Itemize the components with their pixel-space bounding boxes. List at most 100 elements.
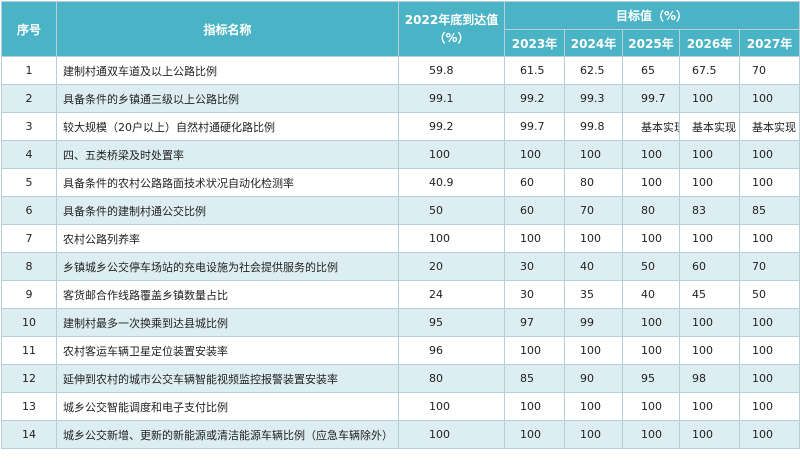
table-row: 10 建制村最多一次换乘到达县城比例 95 97 99 100 100 100 xyxy=(1,308,800,337)
cell-base-value: 96 xyxy=(398,336,505,365)
cell-target-value: 100 xyxy=(564,420,623,449)
cell-target-value: 100 xyxy=(679,308,740,337)
cell-indicator-name: 乡镇城乡公交停车场站的充电设施为社会提供服务的比例 xyxy=(56,252,399,281)
cell-target-value: 60 xyxy=(504,196,565,225)
cell-target-value: 100 xyxy=(622,308,680,337)
cell-target-value: 85 xyxy=(738,196,800,225)
cell-target-value: 100 xyxy=(738,84,800,113)
cell-target-value: 98 xyxy=(679,364,740,393)
cell-no: 14 xyxy=(1,420,57,449)
cell-no: 9 xyxy=(1,280,57,309)
cell-target-value: 100 xyxy=(738,224,800,253)
cell-no: 13 xyxy=(1,392,57,421)
cell-target-value: 85 xyxy=(504,364,565,393)
cell-target-value: 100 xyxy=(679,224,740,253)
cell-target-value: 90 xyxy=(564,364,623,393)
cell-target-value: 100 xyxy=(738,336,800,365)
cell-target-value: 基本实现 xyxy=(679,112,740,141)
cell-indicator-name: 建制村通双车道及以上公路比例 xyxy=(56,56,399,85)
cell-no: 12 xyxy=(1,364,57,393)
col-header-no: 序号 xyxy=(1,1,57,57)
cell-target-value: 100 xyxy=(504,336,565,365)
col-header-year: 2024年 xyxy=(564,29,623,57)
table-row: 13 城乡公交智能调度和电子支付比例 100 100 100 100 100 100 xyxy=(1,392,800,421)
cell-base-value: 100 xyxy=(398,140,505,169)
cell-target-value: 83 xyxy=(679,196,740,225)
cell-target-value: 100 xyxy=(738,364,800,393)
table-row: 14 城乡公交新增、更新的新能源或清洁能源车辆比例（应急车辆除外） 100 100 10… xyxy=(1,420,800,449)
cell-target-value: 100 xyxy=(504,140,565,169)
col-header-year: 2025年 xyxy=(622,29,680,57)
cell-target-value: 99 xyxy=(564,308,623,337)
cell-base-value: 50 xyxy=(398,196,505,225)
table-body: 1 建制村通双车道及以上公路比例 59.8 61.5 62.5 65 67.5 70 2 具备条件… xyxy=(1,56,800,449)
cell-target-value: 95 xyxy=(622,364,680,393)
cell-target-value: 100 xyxy=(622,140,680,169)
cell-target-value: 61.5 xyxy=(504,56,565,85)
cell-target-value: 60 xyxy=(504,168,565,197)
cell-target-value: 40 xyxy=(622,280,680,309)
cell-indicator-name: 建制村最多一次换乘到达县城比例 xyxy=(56,308,399,337)
cell-target-value: 100 xyxy=(738,308,800,337)
cell-target-value: 100 xyxy=(564,224,623,253)
cell-target-value: 100 xyxy=(679,392,740,421)
cell-indicator-name: 客货邮合作线路覆盖乡镇数量占比 xyxy=(56,280,399,309)
table-header: 序号 指标名称 2022年底到达值 （%） 目标值（%） 2023年 2024年… xyxy=(1,1,800,57)
cell-target-value: 40 xyxy=(564,252,623,281)
cell-target-value: 100 xyxy=(564,392,623,421)
table-row: 2 具备条件的乡镇通三级以上公路比例 99.1 99.2 99.3 99.7 100 100 xyxy=(1,84,800,113)
col-header-base-line1: 2022年底到达值 xyxy=(404,13,499,27)
cell-target-value: 70 xyxy=(738,252,800,281)
cell-target-value: 100 xyxy=(622,420,680,449)
cell-target-value: 30 xyxy=(504,280,565,309)
table-row: 3较大规模（20户以上）自然村通硬化路比例99.299.799.8基本实现基本实… xyxy=(1,112,800,141)
col-header-year: 2027年 xyxy=(738,29,800,57)
cell-target-value: 70 xyxy=(738,56,800,85)
cell-target-value: 100 xyxy=(679,140,740,169)
cell-target-value: 60 xyxy=(679,252,740,281)
cell-target-value: 基本实现 xyxy=(738,112,800,141)
cell-target-value: 50 xyxy=(738,280,800,309)
table-row: 8 乡镇城乡公交停车场站的充电设施为社会提供服务的比例 20 30 40 50 60 70 xyxy=(1,252,800,281)
cell-no: 1 xyxy=(1,56,57,85)
cell-indicator-name: 四、五类桥梁及时处置率 xyxy=(56,140,399,169)
cell-base-value: 100 xyxy=(398,224,505,253)
cell-target-value: 100 xyxy=(622,392,680,421)
cell-no: 8 xyxy=(1,252,57,281)
col-header-base-line2: （%） xyxy=(433,31,470,45)
cell-target-value: 50 xyxy=(622,252,680,281)
cell-target-value: 100 xyxy=(679,420,740,449)
cell-target-value: 100 xyxy=(504,420,565,449)
col-header-year: 2026年 xyxy=(679,29,740,57)
cell-target-value: 100 xyxy=(738,392,800,421)
cell-base-value: 24 xyxy=(398,280,505,309)
table-row: 9 客货邮合作线路覆盖乡镇数量占比 24 30 35 40 45 50 xyxy=(1,280,800,309)
table-row: 5 具备条件的农村公路路面技术状况自动化检测率 40.9 60 80 100 100 100 xyxy=(1,168,800,197)
cell-target-value: 67.5 xyxy=(679,56,740,85)
cell-base-value: 40.9 xyxy=(398,168,505,197)
cell-target-value: 99.7 xyxy=(622,84,680,113)
cell-target-value: 100 xyxy=(564,140,623,169)
cell-no: 10 xyxy=(1,308,57,337)
cell-target-value: 35 xyxy=(564,280,623,309)
cell-target-value: 100 xyxy=(622,168,680,197)
col-header-year: 2023年 xyxy=(504,29,565,57)
cell-no: 5 xyxy=(1,168,57,197)
cell-target-value: 100 xyxy=(564,336,623,365)
cell-indicator-name: 农村公路列养率 xyxy=(56,224,399,253)
cell-target-value: 30 xyxy=(504,252,565,281)
cell-indicator-name: 农村客运车辆卫星定位装置安装率 xyxy=(56,336,399,365)
cell-target-value: 100 xyxy=(679,168,740,197)
cell-indicator-name: 具备条件的乡镇通三级以上公路比例 xyxy=(56,84,399,113)
cell-no: 6 xyxy=(1,196,57,225)
cell-indicator-name: 较大规模（20户以上）自然村通硬化路比例 xyxy=(56,112,399,141)
table-row: 11 农村客运车辆卫星定位装置安装率 96 100 100 100 100 100 xyxy=(1,336,800,365)
cell-target-value: 97 xyxy=(504,308,565,337)
cell-target-value: 100 xyxy=(679,336,740,365)
cell-target-value: 99.7 xyxy=(504,112,565,141)
cell-target-value: 80 xyxy=(622,196,680,225)
cell-target-value: 100 xyxy=(622,336,680,365)
cell-target-value: 45 xyxy=(679,280,740,309)
table-row: 6 具备条件的建制村通公交比例 50 60 70 80 83 85 xyxy=(1,196,800,225)
cell-base-value: 99.1 xyxy=(398,84,505,113)
